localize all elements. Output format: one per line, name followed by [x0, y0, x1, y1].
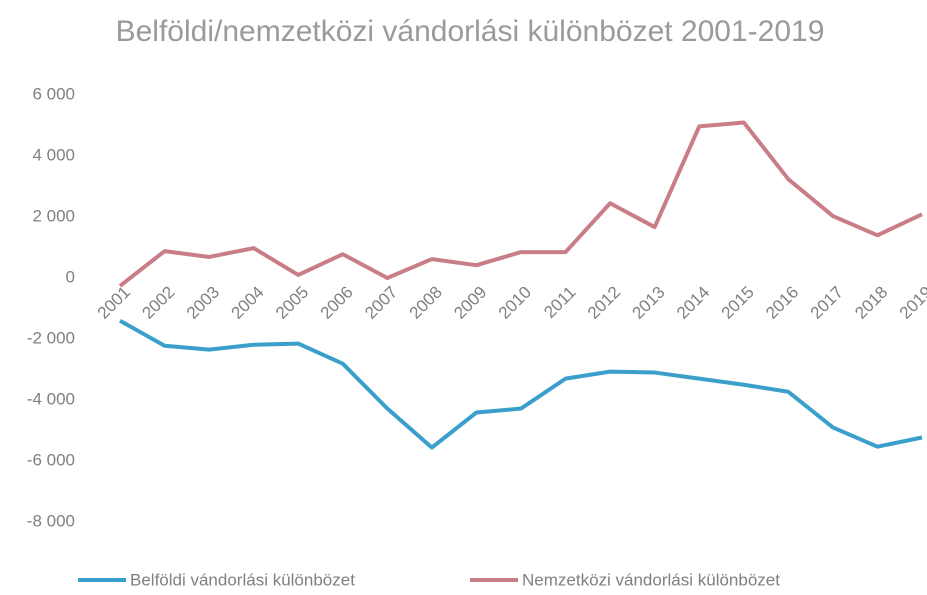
x-tick-label: 2018	[851, 283, 891, 323]
chart-title: Belföldi/nemzetközi vándorlási különböze…	[115, 15, 825, 48]
x-tick-label: 2004	[227, 283, 267, 323]
x-tick-label: 2014	[673, 283, 713, 323]
x-tick-label: 2001	[94, 283, 134, 323]
x-tick-label: 2012	[584, 283, 624, 323]
x-tick-label: 2003	[183, 283, 223, 323]
x-tick-label: 2013	[628, 283, 668, 323]
x-tick-label: 2010	[495, 283, 535, 323]
y-tick-label: 6 000	[32, 84, 75, 103]
y-tick-label: -2 000	[27, 328, 75, 347]
series-line	[119, 318, 923, 450]
y-tick-label: -4 000	[27, 389, 75, 408]
y-tick-label: 2 000	[32, 206, 75, 225]
y-tick-label: -8 000	[27, 511, 75, 530]
x-tick-label: 2017	[807, 283, 847, 323]
legend-label: Belföldi vándorlási különbözet	[130, 570, 355, 589]
x-tick-label: 2011	[540, 283, 579, 322]
x-tick-label: 2016	[762, 283, 802, 323]
series-line	[118, 120, 923, 288]
y-tick-label: 4 000	[32, 145, 75, 164]
y-tick-label: 0	[66, 267, 75, 286]
x-tick-label: 2019	[896, 283, 927, 323]
x-tick-label: 2008	[406, 283, 446, 323]
legend-label: Nemzetközi vándorlási különbözet	[522, 570, 780, 589]
y-tick-label: -6 000	[27, 450, 75, 469]
x-tick-label: 2002	[138, 283, 178, 323]
x-tick-label: 2007	[361, 283, 401, 323]
x-tick-label: 2015	[718, 283, 758, 323]
x-tick-label: 2005	[272, 283, 312, 323]
x-tick-label: 2009	[450, 283, 490, 323]
x-tick-label: 2006	[317, 283, 357, 323]
